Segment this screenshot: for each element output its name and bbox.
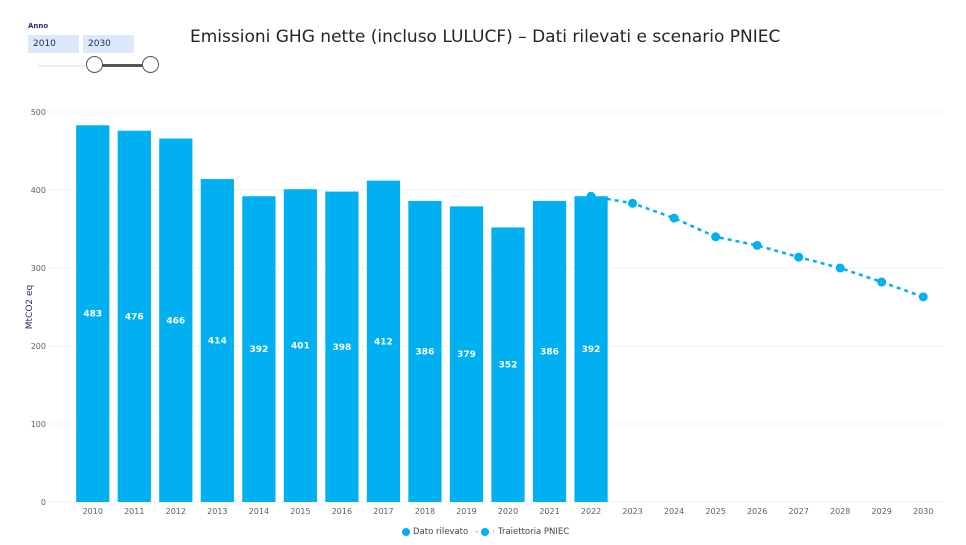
y-tick-label: 400 xyxy=(31,186,46,195)
data-label-2018: 386 xyxy=(416,347,435,357)
data-label-2022: 392 xyxy=(582,345,601,355)
x-tick-label: 2013 xyxy=(207,507,227,516)
bar-2013 xyxy=(200,179,234,502)
data-label-2015: 401 xyxy=(291,342,310,352)
x-tick-label: 2019 xyxy=(456,507,476,516)
y-tick-label: 100 xyxy=(31,420,46,429)
line-point-2026 xyxy=(752,240,762,250)
y-tick-label: 300 xyxy=(31,264,46,273)
line-point-2025 xyxy=(711,232,721,242)
x-tick-label: 2015 xyxy=(290,507,310,516)
bar-2015 xyxy=(283,189,317,502)
bar-2022 xyxy=(574,196,608,503)
slider-handle-to[interactable] xyxy=(142,56,159,73)
x-tick-label: 2021 xyxy=(539,507,559,516)
bar-2017 xyxy=(366,180,401,502)
pniec-trajectory-line xyxy=(590,195,924,299)
year-range-slider[interactable] xyxy=(28,55,168,77)
data-label-2011: 476 xyxy=(125,312,144,322)
data-label-2021: 386 xyxy=(540,347,559,357)
year-to-input[interactable]: 2030 xyxy=(83,35,134,53)
line-point-2027 xyxy=(794,252,804,262)
x-tick-label: 2018 xyxy=(415,507,435,516)
bar-2018 xyxy=(408,200,442,503)
x-tick-label: 2014 xyxy=(249,507,269,516)
x-tick-label: 2029 xyxy=(872,507,892,516)
y-tick-label: 500 xyxy=(31,108,46,117)
line-point-2024 xyxy=(669,213,679,223)
x-tick-label: 2012 xyxy=(166,507,186,516)
legend-dot-icon: · xyxy=(492,527,495,537)
line-point-2029 xyxy=(877,277,887,287)
legend-line-marker-icon xyxy=(481,528,490,536)
x-tick-label: 2022 xyxy=(581,507,601,516)
y-tick-label: 200 xyxy=(31,342,46,351)
line-point-2028 xyxy=(835,263,845,273)
bar-2012 xyxy=(159,138,193,502)
line-point-2030 xyxy=(918,292,928,302)
slider-handle-from[interactable] xyxy=(86,56,103,73)
slider-selected-range xyxy=(94,64,150,67)
bar-2011 xyxy=(117,130,151,502)
chart-title: Emissioni GHG nette (incluso LULUCF) – D… xyxy=(190,27,781,47)
legend-bar-swatch-icon xyxy=(402,528,410,536)
bar-2020 xyxy=(491,227,525,502)
data-label-2014: 392 xyxy=(249,345,268,355)
data-label-2013: 414 xyxy=(208,337,227,347)
legend-dash-icon: - xyxy=(475,527,479,537)
data-label-2019: 379 xyxy=(457,350,476,360)
x-tick-label: 2011 xyxy=(124,507,144,516)
y-tick-label: 0 xyxy=(41,498,46,507)
data-label-2012: 466 xyxy=(166,316,185,326)
slicer-label: Anno xyxy=(28,22,49,30)
bar-2016 xyxy=(325,191,359,502)
x-tick-label: 2028 xyxy=(830,507,850,516)
y-axis-label: MtCO2 eq xyxy=(25,285,35,330)
x-tick-label: 2017 xyxy=(373,507,393,516)
legend: Dato rilevato - · Traiettoria PNIEC xyxy=(402,527,569,537)
x-tick-label: 2025 xyxy=(705,507,725,516)
x-tick-label: 2027 xyxy=(788,507,808,516)
legend-item-bar[interactable]: Dato rilevato xyxy=(413,527,469,537)
bar-2014 xyxy=(242,196,276,503)
x-tick-label: 2030 xyxy=(913,507,933,516)
bar-2021 xyxy=(532,200,567,503)
data-label-2016: 398 xyxy=(333,343,352,353)
data-label-2020: 352 xyxy=(499,361,518,371)
year-slicer: Anno 2010 2030 xyxy=(28,22,168,77)
bar-2010 xyxy=(76,125,110,502)
line-point-2023 xyxy=(628,198,638,208)
x-tick-label: 2026 xyxy=(747,507,767,516)
x-tick-label: 2024 xyxy=(664,507,684,516)
data-label-2017: 412 xyxy=(374,337,393,347)
data-label-2010: 483 xyxy=(83,310,102,320)
x-tick-label: 2010 xyxy=(83,507,103,516)
legend-item-line[interactable]: Traiettoria PNIEC xyxy=(498,527,570,537)
x-tick-label: 2016 xyxy=(332,507,352,516)
bar-2019 xyxy=(449,206,484,502)
x-tick-label: 2023 xyxy=(622,507,642,516)
x-tick-label: 2020 xyxy=(498,507,518,516)
line-point-2022 xyxy=(586,191,596,201)
year-from-input[interactable]: 2010 xyxy=(28,35,79,53)
